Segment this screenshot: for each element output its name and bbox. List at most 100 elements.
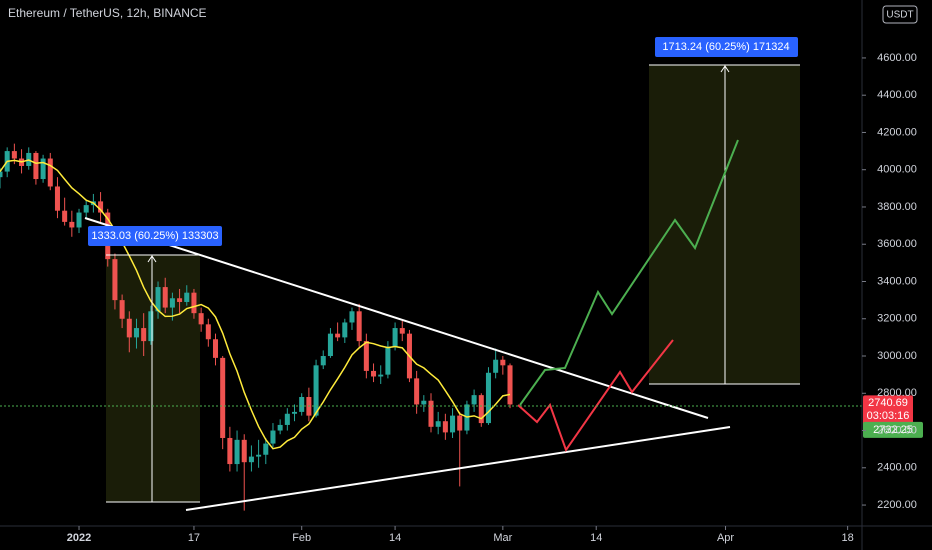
y-tick-label: 4600.00 (877, 52, 917, 64)
arrow-head (720, 65, 730, 73)
candle-body (485, 372, 491, 424)
x-tick-label: 2022 (67, 532, 91, 544)
x-tick-label: 14 (590, 532, 602, 544)
candle-body (112, 259, 118, 301)
projection-down (517, 339, 674, 453)
x-tick-label: Mar (493, 532, 512, 544)
candle-body (98, 201, 104, 213)
candle-body (212, 339, 219, 358)
moving-average (0, 159, 511, 450)
candle-body (428, 400, 434, 427)
candle-body (493, 359, 499, 373)
y-tick-label: 3800.00 (877, 201, 917, 213)
candle-body (277, 424, 283, 431)
candle-body (292, 411, 298, 414)
arrow-head (147, 255, 157, 263)
plot (0, 143, 513, 511)
candle-body (263, 443, 269, 455)
candle-body (399, 328, 405, 334)
candle-body (205, 324, 211, 340)
trendline (84, 217, 709, 419)
x-tick-label: Apr (717, 532, 734, 544)
candle-body (177, 298, 183, 302)
countdown: 03:03:16 (867, 410, 910, 422)
candle-body (342, 322, 348, 338)
candle-body (83, 205, 89, 213)
candle-body (363, 341, 369, 371)
candle-body (126, 318, 132, 338)
x-tick-label: 17 (188, 532, 200, 544)
candle-body (141, 328, 147, 342)
candle-body (62, 210, 68, 222)
candle-body (320, 356, 326, 366)
candle-body (256, 454, 262, 457)
candle-body (471, 395, 477, 405)
candle-body (234, 439, 240, 465)
candle-body (162, 287, 168, 308)
candle-body (392, 328, 398, 347)
measure-label: 1713.24 (60.25%) 171324 (662, 41, 789, 53)
candle-body (327, 333, 333, 357)
currency: USDT (886, 10, 913, 21)
currency-box (882, 5, 918, 24)
candle-body (133, 328, 139, 338)
y-tick-label: 2600.00 (877, 424, 917, 436)
candle-body (148, 311, 154, 342)
y-tick-label: 2800.00 (877, 387, 917, 399)
candle-body (119, 300, 125, 319)
candle-body (40, 158, 46, 180)
measure-label: 1333.03 (60.25%) 133303 (91, 230, 218, 242)
y-tick-label: 3600.00 (877, 238, 917, 250)
trendline (185, 426, 731, 511)
x-tick-label: 18 (842, 532, 854, 544)
candle-body (191, 292, 197, 314)
candle-body (11, 151, 17, 159)
measure-box (106, 255, 200, 502)
candle-body (371, 370, 377, 377)
candle-body (457, 415, 463, 431)
candle-body (220, 357, 226, 438)
candle-body (385, 346, 391, 375)
candle-body (507, 365, 513, 405)
candle-body (284, 413, 290, 425)
y-tick-label: 2200.00 (877, 499, 917, 511)
candle-body (227, 437, 233, 465)
candle-body (313, 365, 319, 416)
y-tick-label: 3400.00 (877, 275, 917, 287)
candle-body (335, 333, 341, 338)
chart-title: Ethereum / TetherUS, 12h, BINANCE (8, 6, 207, 20)
candle-body (47, 158, 53, 187)
candle-body (33, 152, 39, 180)
y-tick-label: 3000.00 (877, 350, 917, 362)
candle-body (442, 421, 448, 433)
bid-price: 2732.25 (873, 424, 913, 436)
candle-body (169, 298, 175, 308)
candle-body (76, 212, 82, 228)
candle-body (356, 311, 362, 342)
candle-body (54, 186, 60, 211)
y-tick-label: 4000.00 (877, 164, 917, 176)
candle-body (198, 313, 204, 325)
candle-body (155, 287, 161, 312)
x-tick-label: Feb (292, 532, 311, 544)
candle-body (500, 359, 506, 366)
candle-body (241, 439, 247, 463)
candle-body (69, 221, 75, 228)
candle-body (299, 396, 305, 412)
y-tick-label: 4200.00 (877, 126, 917, 138)
candle-body (414, 378, 420, 405)
candle-body (248, 456, 254, 463)
overlay (0, 37, 862, 511)
candle-body (478, 395, 484, 424)
candle-body (184, 292, 190, 302)
projection-up (519, 139, 739, 406)
y-tick-label: 3200.00 (877, 313, 917, 325)
candle-body (450, 415, 456, 433)
measure-label-bg (88, 226, 222, 246)
candle-body (435, 421, 441, 427)
y-tick-label: 4400.00 (877, 89, 917, 101)
x-tick-label: 14 (389, 532, 401, 544)
bid-price-tag (863, 421, 923, 438)
candle-body (270, 430, 276, 444)
